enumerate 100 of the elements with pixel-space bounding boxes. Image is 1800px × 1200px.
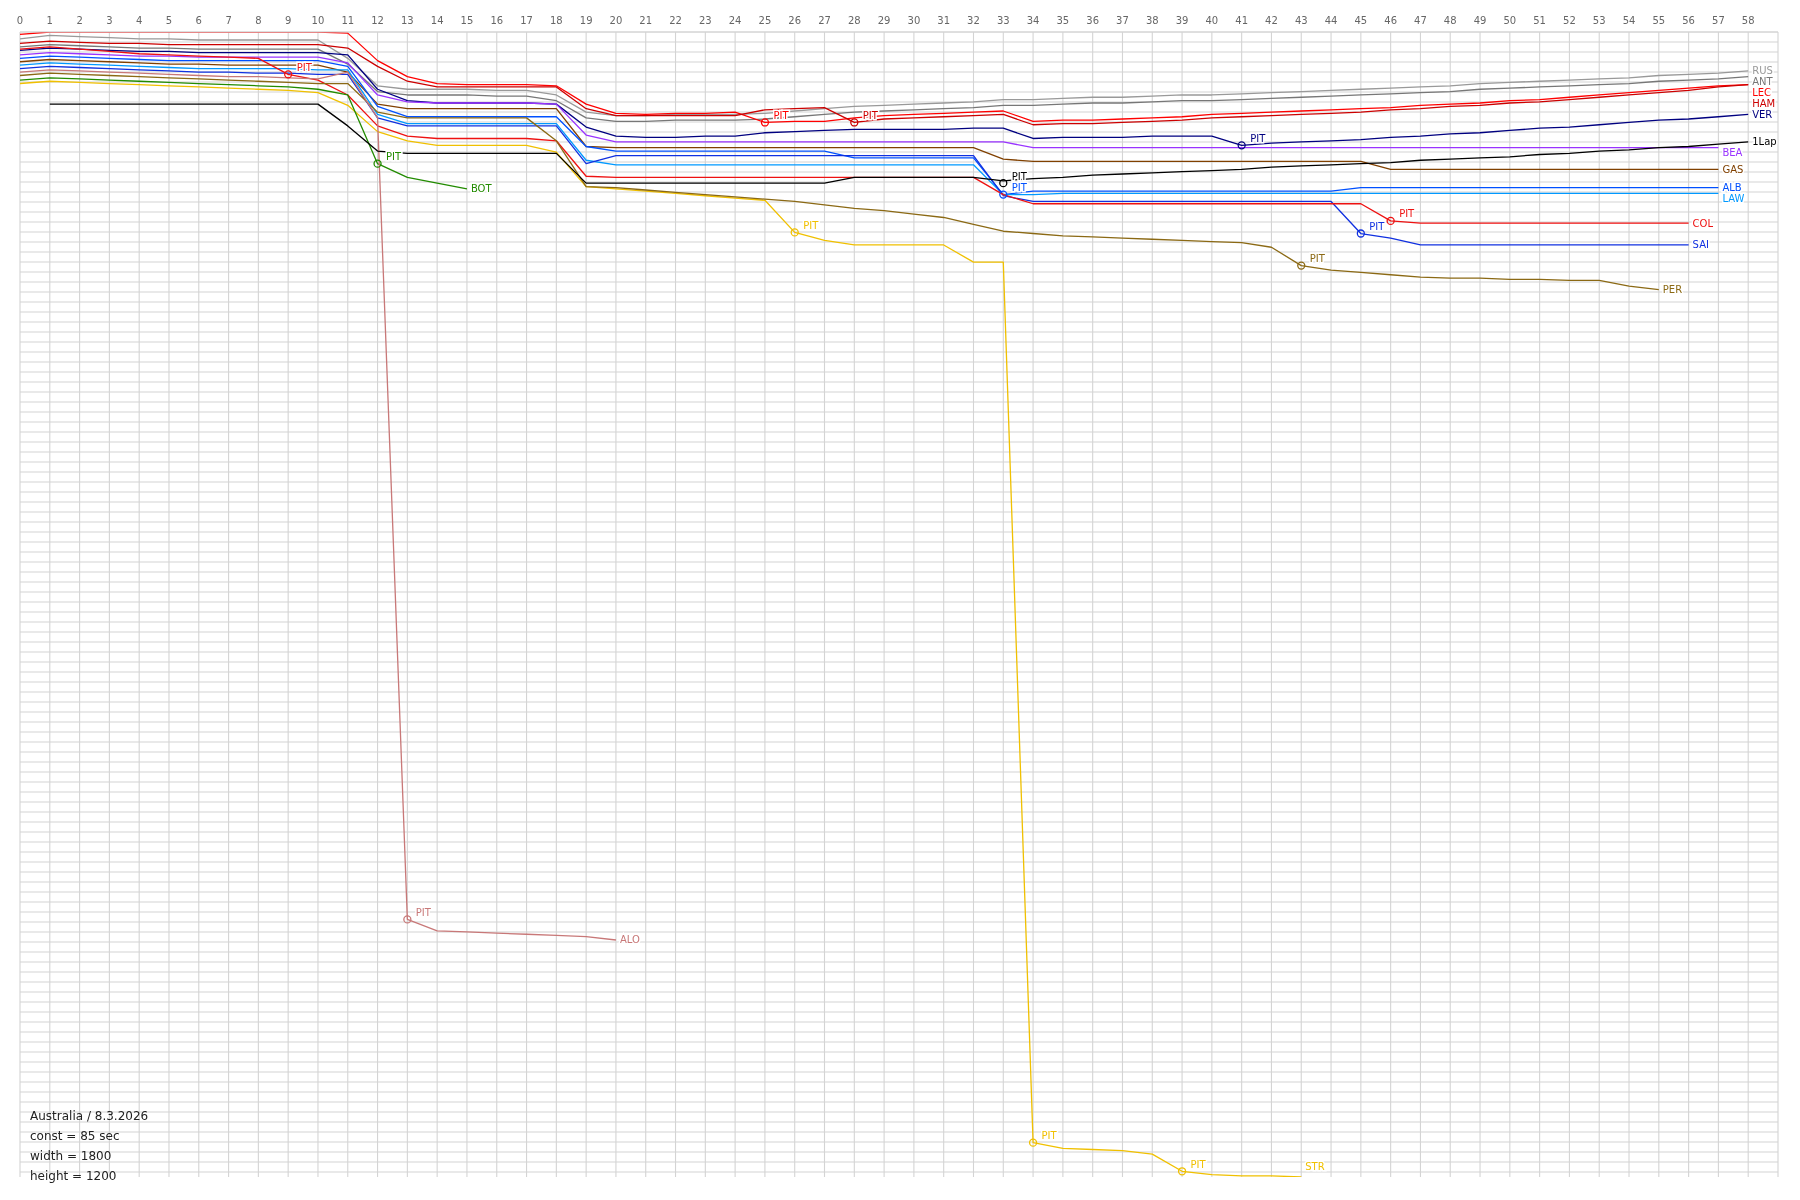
series-label: BEA [1722,147,1743,159]
x-tick-label: 8 [255,15,262,26]
series-label: SAI [1692,239,1709,251]
x-tick-label: 10 [311,15,325,26]
x-tick-label: 29 [877,15,891,26]
series-label: STR [1305,1161,1325,1172]
x-tick-label: 34 [1026,15,1040,26]
x-tick-label: 50 [1503,15,1517,26]
series-label: COL [1692,217,1714,229]
x-tick-label: 40 [1205,15,1219,26]
annotation: height = 1200 [30,1168,118,1185]
x-tick-label: 1 [46,15,53,26]
x-tick-label: 44 [1324,15,1338,26]
x-tick-label: 17 [520,15,533,26]
x-tick-label: 6 [195,15,202,26]
x-tick-label: 11 [341,15,355,26]
annotation: PIT [386,151,403,163]
x-tick-label: 31 [937,15,951,26]
annotation: PIT [1369,221,1386,233]
series-label: LEC [1752,87,1772,99]
x-tick-label: 57 [1712,15,1725,26]
series-label: HAM [1752,98,1776,110]
x-tick-label: 54 [1622,15,1636,26]
annotation: PIT [1011,182,1028,194]
annotation: Australia / 8.3.2026 [30,1108,149,1125]
x-tick-label: 37 [1116,15,1129,26]
x-tick-label: 19 [579,15,593,26]
series-label: GAS [1722,163,1744,175]
point [999,190,1008,199]
x-tick-label: 5 [165,15,173,26]
annotation: PIT [803,219,820,231]
point [1177,1167,1187,1176]
series-label: PER [1662,284,1683,296]
x-tick-label: 32 [967,15,980,26]
x-tick-label: 39 [1175,15,1189,26]
x-tick-label: 3 [106,15,113,26]
x-tick-label: 12 [371,15,384,26]
point [284,70,293,79]
x-tick-label: 42 [1265,15,1278,26]
annotation: width = 1800 [30,1148,113,1165]
annotation: PIT [415,906,432,918]
x-tick-label: 53 [1592,15,1606,26]
x-tick-label: 55 [1652,15,1666,26]
series-label: ANT [1752,76,1774,88]
x-tick-label: 16 [490,15,504,26]
series-label: LAW [1722,193,1745,205]
point [850,118,859,127]
annotation: PIT [773,110,790,122]
x-tick-label: 14 [430,15,444,26]
x-tick-label: 46 [1384,15,1398,26]
point [1356,229,1365,238]
x-tick-label: 47 [1414,15,1427,26]
series-label: RUS [1752,65,1773,77]
annotation: PIT [1250,132,1267,144]
x-tick-label: 43 [1294,15,1308,26]
point [1028,1138,1038,1147]
point [403,915,412,924]
point [1237,141,1246,150]
annotation: PIT [1309,253,1326,265]
x-tick-label: 15 [460,15,474,26]
x-tick-label: 30 [907,15,921,26]
annotation: const = 85 sec [30,1128,121,1145]
x-tick-label: 45 [1354,15,1368,26]
x-tick-label: 0 [16,15,24,26]
x-tick-label: 58 [1741,15,1755,26]
point [373,159,382,168]
x-tick-label: 56 [1682,15,1695,26]
series-label: ALB [1722,182,1742,194]
x-tick-label: 28 [847,15,861,26]
x-tick-label: 24 [728,15,742,26]
annotation: PIT [1041,1130,1058,1142]
x-tick-label: 36 [1086,15,1100,26]
x-tick-label: 51 [1533,15,1546,26]
point [1386,216,1395,226]
annotation: PIT [1011,170,1028,182]
x-tick-label: 41 [1235,15,1249,26]
x-tick-label: 25 [758,15,772,26]
series-label: 1Lap [1752,136,1777,148]
x-tick-label: 20 [609,15,623,26]
x-tick-label: 18 [549,15,563,26]
x-tick-label: 7 [225,15,232,26]
annotation: PIT [1399,208,1416,220]
x-tick-label: 2 [76,15,83,26]
series-label: BOT [470,183,493,195]
x-tick-label: 48 [1443,15,1457,26]
x-tick-label: 26 [788,15,802,26]
x-tick-label: 35 [1056,15,1070,26]
series-label: ALO [619,934,640,946]
point [1297,261,1306,270]
x-tick-label: 13 [400,15,414,26]
series-label: VER [1752,109,1773,121]
x-tick-label: 23 [698,15,712,26]
point [790,228,799,237]
x-tick-label: 21 [639,15,653,26]
x-tick-label: 22 [669,15,682,26]
annotation: PIT [1190,1158,1207,1170]
x-tick-label: 33 [996,15,1010,26]
point [760,118,770,127]
x-tick-label: 4 [136,15,143,26]
x-tick-label: 9 [284,15,292,26]
